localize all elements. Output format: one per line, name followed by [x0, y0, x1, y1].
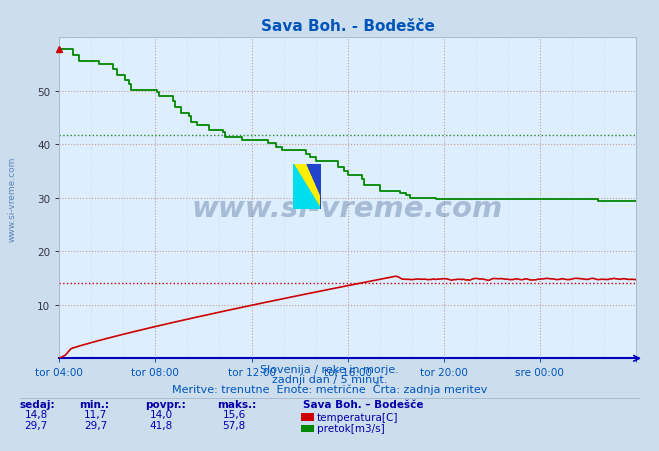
Text: 14,0: 14,0: [150, 409, 173, 419]
Text: www.si-vreme.com: www.si-vreme.com: [192, 194, 503, 222]
Text: Sava Boh. – Bodešče: Sava Boh. – Bodešče: [303, 399, 424, 409]
Title: Sava Boh. - Bodešče: Sava Boh. - Bodešče: [261, 19, 434, 34]
Text: 14,8: 14,8: [24, 409, 48, 419]
Text: 41,8: 41,8: [150, 420, 173, 430]
Text: 15,6: 15,6: [222, 409, 246, 419]
Text: pretok[m3/s]: pretok[m3/s]: [317, 423, 385, 433]
Text: 29,7: 29,7: [84, 420, 107, 430]
Polygon shape: [293, 165, 321, 210]
Text: maks.:: maks.:: [217, 399, 257, 409]
Text: min.:: min.:: [79, 399, 109, 409]
Text: temperatura[C]: temperatura[C]: [317, 412, 399, 422]
Text: 29,7: 29,7: [24, 420, 48, 430]
Text: www.si-vreme.com: www.si-vreme.com: [8, 156, 17, 241]
Text: Slovenija / reke in morje.: Slovenija / reke in morje.: [260, 364, 399, 374]
Text: Meritve: trenutne  Enote: metrične  Črta: zadnja meritev: Meritve: trenutne Enote: metrične Črta: …: [172, 382, 487, 394]
Text: sedaj:: sedaj:: [20, 399, 55, 409]
Polygon shape: [307, 165, 321, 196]
Polygon shape: [307, 165, 321, 210]
Text: povpr.:: povpr.:: [145, 399, 186, 409]
Text: 57,8: 57,8: [222, 420, 246, 430]
Text: zadnji dan / 5 minut.: zadnji dan / 5 minut.: [272, 374, 387, 384]
Text: 11,7: 11,7: [84, 409, 107, 419]
